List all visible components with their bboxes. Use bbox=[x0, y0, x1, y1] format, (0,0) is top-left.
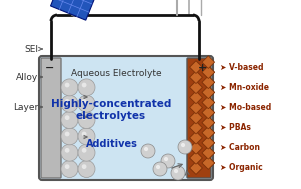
Circle shape bbox=[61, 112, 78, 129]
Circle shape bbox=[171, 166, 185, 180]
Circle shape bbox=[78, 95, 95, 112]
Polygon shape bbox=[202, 106, 215, 119]
Circle shape bbox=[78, 144, 95, 161]
Circle shape bbox=[156, 165, 160, 169]
Polygon shape bbox=[190, 61, 202, 74]
Circle shape bbox=[65, 83, 70, 87]
Polygon shape bbox=[202, 106, 215, 119]
Polygon shape bbox=[202, 96, 215, 109]
Polygon shape bbox=[190, 121, 202, 134]
Circle shape bbox=[82, 99, 86, 104]
Polygon shape bbox=[202, 157, 215, 169]
Text: Highly-concentrated
electrolytes: Highly-concentrated electrolytes bbox=[51, 98, 171, 121]
Circle shape bbox=[82, 132, 86, 136]
Polygon shape bbox=[202, 116, 215, 129]
Polygon shape bbox=[202, 126, 215, 139]
Circle shape bbox=[141, 144, 155, 158]
Text: SEI: SEI bbox=[24, 44, 38, 53]
Text: ➤ Mn-oxide: ➤ Mn-oxide bbox=[220, 83, 269, 91]
Polygon shape bbox=[190, 61, 202, 74]
Text: +: + bbox=[198, 63, 207, 73]
Polygon shape bbox=[202, 76, 215, 89]
Polygon shape bbox=[202, 157, 215, 169]
Polygon shape bbox=[202, 86, 215, 99]
Circle shape bbox=[161, 154, 175, 168]
FancyBboxPatch shape bbox=[41, 58, 61, 178]
Text: Additives: Additives bbox=[86, 139, 138, 149]
FancyBboxPatch shape bbox=[51, 0, 95, 20]
Polygon shape bbox=[190, 121, 202, 134]
Circle shape bbox=[78, 160, 95, 177]
Circle shape bbox=[78, 79, 95, 96]
Polygon shape bbox=[190, 91, 202, 104]
Polygon shape bbox=[190, 132, 202, 144]
Circle shape bbox=[65, 115, 70, 120]
Circle shape bbox=[82, 83, 86, 87]
Polygon shape bbox=[190, 132, 202, 144]
FancyBboxPatch shape bbox=[187, 58, 211, 178]
Polygon shape bbox=[202, 76, 215, 89]
Polygon shape bbox=[202, 126, 215, 139]
Circle shape bbox=[181, 143, 185, 147]
Circle shape bbox=[61, 79, 78, 96]
Polygon shape bbox=[202, 136, 215, 149]
Polygon shape bbox=[190, 81, 202, 94]
Circle shape bbox=[61, 95, 78, 112]
Circle shape bbox=[82, 115, 86, 120]
Polygon shape bbox=[190, 162, 202, 174]
Circle shape bbox=[65, 148, 70, 153]
Polygon shape bbox=[190, 71, 202, 84]
Polygon shape bbox=[190, 111, 202, 124]
Circle shape bbox=[61, 160, 78, 177]
Circle shape bbox=[174, 169, 178, 173]
Polygon shape bbox=[190, 101, 202, 114]
Polygon shape bbox=[190, 111, 202, 124]
Circle shape bbox=[78, 128, 95, 145]
Polygon shape bbox=[202, 66, 215, 79]
Polygon shape bbox=[202, 96, 215, 109]
Polygon shape bbox=[190, 81, 202, 94]
Text: ➤ V-based: ➤ V-based bbox=[220, 63, 263, 71]
FancyBboxPatch shape bbox=[39, 56, 213, 180]
Polygon shape bbox=[202, 147, 215, 159]
Text: ➤ Carbon: ➤ Carbon bbox=[220, 143, 260, 152]
Polygon shape bbox=[202, 147, 215, 159]
Text: ➤ Mo-based: ➤ Mo-based bbox=[220, 102, 271, 112]
Circle shape bbox=[65, 164, 70, 169]
Polygon shape bbox=[190, 152, 202, 164]
Circle shape bbox=[65, 99, 70, 104]
Polygon shape bbox=[202, 136, 215, 149]
Polygon shape bbox=[190, 71, 202, 84]
Text: Alloy: Alloy bbox=[16, 73, 38, 81]
Polygon shape bbox=[190, 142, 202, 154]
Polygon shape bbox=[190, 91, 202, 104]
Circle shape bbox=[164, 157, 168, 161]
Text: −: − bbox=[45, 63, 54, 73]
Circle shape bbox=[78, 112, 95, 129]
Polygon shape bbox=[190, 152, 202, 164]
Circle shape bbox=[82, 148, 86, 153]
Polygon shape bbox=[190, 162, 202, 174]
Polygon shape bbox=[190, 142, 202, 154]
Circle shape bbox=[178, 140, 192, 154]
Polygon shape bbox=[202, 86, 215, 99]
Text: Aqueous Electrolyte: Aqueous Electrolyte bbox=[71, 69, 161, 78]
Polygon shape bbox=[202, 56, 215, 68]
Circle shape bbox=[61, 144, 78, 161]
Text: Layer: Layer bbox=[13, 102, 38, 112]
Circle shape bbox=[144, 147, 148, 151]
Polygon shape bbox=[202, 116, 215, 129]
Circle shape bbox=[82, 164, 86, 169]
Text: ➤ PBAs: ➤ PBAs bbox=[220, 122, 251, 132]
Circle shape bbox=[65, 132, 70, 136]
Polygon shape bbox=[190, 101, 202, 114]
Polygon shape bbox=[202, 66, 215, 79]
Circle shape bbox=[153, 162, 167, 176]
Text: ➤ Organic: ➤ Organic bbox=[220, 163, 263, 171]
Circle shape bbox=[61, 128, 78, 145]
